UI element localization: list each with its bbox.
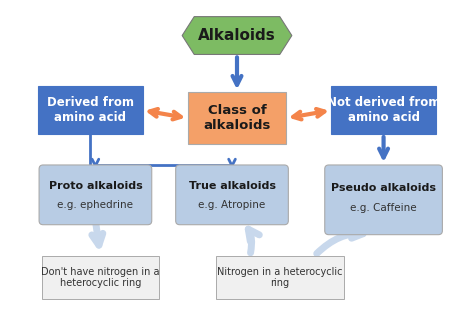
Text: e.g. Caffeine: e.g. Caffeine xyxy=(350,203,417,213)
FancyBboxPatch shape xyxy=(39,165,152,225)
Text: Not derived from
amino acid: Not derived from amino acid xyxy=(327,96,440,124)
Text: Nitrogen in a heterocyclic
ring: Nitrogen in a heterocyclic ring xyxy=(217,267,343,288)
Text: Derived from
amino acid: Derived from amino acid xyxy=(47,96,134,124)
FancyBboxPatch shape xyxy=(325,165,442,235)
Text: e.g. Atropine: e.g. Atropine xyxy=(199,200,265,210)
Polygon shape xyxy=(182,16,292,55)
Text: Alkaloids: Alkaloids xyxy=(198,28,276,43)
Text: Don't have nitrogen in a
heterocyclic ring: Don't have nitrogen in a heterocyclic ri… xyxy=(41,267,160,288)
Text: Pseudo alkaloids: Pseudo alkaloids xyxy=(331,183,436,193)
FancyBboxPatch shape xyxy=(216,256,344,299)
Text: Proto alkaloids: Proto alkaloids xyxy=(48,181,142,191)
FancyBboxPatch shape xyxy=(42,256,159,299)
FancyBboxPatch shape xyxy=(176,165,288,225)
FancyBboxPatch shape xyxy=(188,92,286,144)
Text: e.g. ephedrine: e.g. ephedrine xyxy=(57,200,133,210)
Text: Class of
alkaloids: Class of alkaloids xyxy=(203,104,271,132)
FancyBboxPatch shape xyxy=(38,86,143,134)
Text: True alkaloids: True alkaloids xyxy=(189,181,275,191)
FancyBboxPatch shape xyxy=(331,86,436,134)
